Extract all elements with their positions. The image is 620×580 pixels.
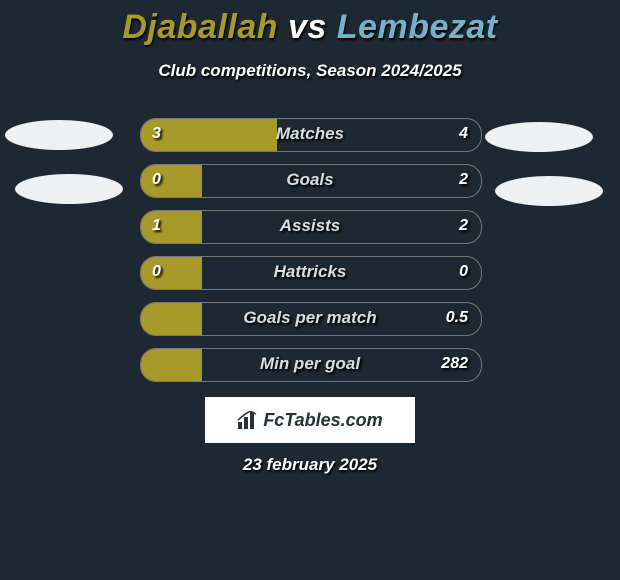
stat-value-right: 4 xyxy=(459,118,468,150)
stat-value-right: 0.5 xyxy=(446,302,468,334)
comparison-card: Djaballah vs Lembezat Club competitions,… xyxy=(0,0,620,580)
stat-value-left: 0 xyxy=(152,164,161,196)
stat-row: Goals0 2 xyxy=(0,164,620,210)
stat-row: Assists1 2 xyxy=(0,210,620,256)
stat-label: Hattricks xyxy=(140,256,480,288)
stat-row: Hattricks0 0 xyxy=(0,256,620,302)
stat-value-right: 0 xyxy=(459,256,468,288)
stat-label: Matches xyxy=(140,118,480,150)
stat-row: Goals per match0.5 xyxy=(0,302,620,348)
stat-value-right: 2 xyxy=(459,210,468,242)
bar-chart-icon xyxy=(237,411,259,429)
stat-value-right: 2 xyxy=(459,164,468,196)
stat-label: Assists xyxy=(140,210,480,242)
stat-value-right: 282 xyxy=(441,348,468,380)
player1-name: Djaballah xyxy=(122,8,278,46)
stat-label: Goals xyxy=(140,164,480,196)
stat-row: Matches3 4 xyxy=(0,118,620,164)
brand-text-wrap: FcTables.com xyxy=(237,410,382,431)
stat-row: Min per goal282 xyxy=(0,348,620,394)
stat-value-left: 3 xyxy=(152,118,161,150)
brand-label: FcTables.com xyxy=(263,410,382,431)
stat-label: Goals per match xyxy=(140,302,480,334)
subtitle: Club competitions, Season 2024/2025 xyxy=(0,61,620,81)
player2-name: Lembezat xyxy=(337,8,498,46)
stat-value-left: 1 xyxy=(152,210,161,242)
stat-label: Min per goal xyxy=(140,348,480,380)
stats-area: Matches34Goals02Assists12Hattricks00Goal… xyxy=(0,118,620,394)
stat-value-left: 0 xyxy=(152,256,161,288)
vs-text: vs xyxy=(288,8,327,46)
date-text: 23 february 2025 xyxy=(0,455,620,475)
brand-badge: FcTables.com xyxy=(205,397,415,443)
page-title: Djaballah vs Lembezat xyxy=(0,0,620,47)
